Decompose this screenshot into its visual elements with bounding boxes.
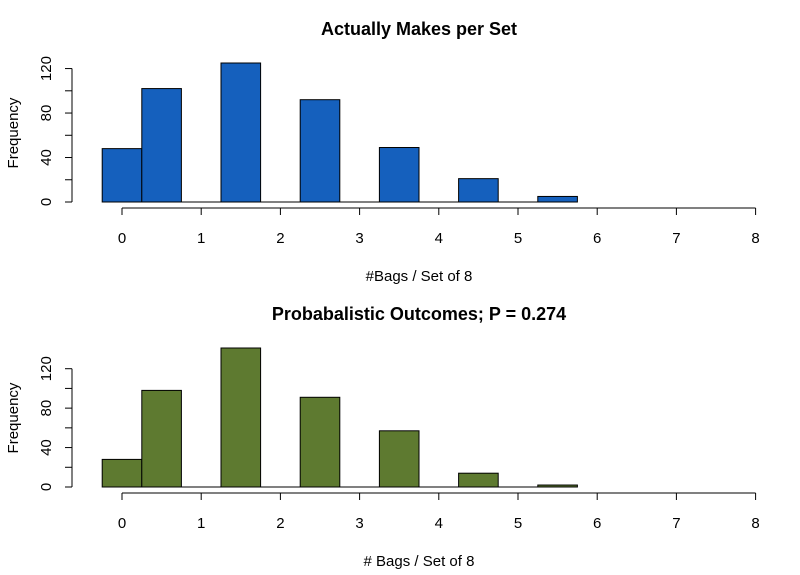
bar: [378, 430, 420, 488]
y-tick-label: 120: [38, 356, 55, 381]
x-tick-label: 8: [751, 515, 759, 532]
bar: [220, 62, 262, 203]
x-tick-label: 4: [435, 515, 443, 532]
chart-title: Probabalistic Outcomes; P = 0.274: [272, 304, 566, 324]
bar: [141, 389, 182, 488]
bar: [537, 195, 578, 203]
x-tick-label: 8: [751, 230, 759, 247]
bar: [141, 88, 182, 203]
x-axis-label: # Bags / Set of 8: [364, 553, 475, 570]
bar: [458, 472, 499, 488]
x-tick-label: 6: [593, 515, 601, 532]
bar: [220, 347, 262, 488]
y-axis-label: Frequency: [5, 97, 22, 168]
bar: [299, 99, 341, 203]
y-tick-label: 80: [38, 105, 55, 122]
bar: [299, 396, 341, 488]
y-axis-label: Frequency: [5, 382, 22, 453]
x-tick-label: 3: [355, 230, 363, 247]
y-tick-label: 40: [38, 149, 55, 166]
x-tick-label: 1: [197, 230, 205, 247]
chart-title: Actually Makes per Set: [321, 19, 517, 39]
bar: [378, 147, 420, 203]
x-tick-label: 4: [435, 230, 443, 247]
y-tick-label: 0: [38, 198, 55, 206]
x-tick-label: 0: [118, 515, 126, 532]
y-tick-label: 0: [38, 483, 55, 491]
bar: [101, 458, 143, 488]
x-axis-label: #Bags / Set of 8: [366, 268, 473, 285]
x-tick-label: 6: [593, 230, 601, 247]
y-tick-label: 40: [38, 439, 55, 456]
y-tick-label: 80: [38, 400, 55, 417]
bar: [101, 148, 143, 203]
x-tick-label: 7: [672, 230, 680, 247]
x-tick-label: 7: [672, 515, 680, 532]
x-tick-label: 1: [197, 515, 205, 532]
x-tick-label: 2: [276, 515, 284, 532]
x-tick-label: 5: [514, 515, 522, 532]
panel-probabilistic-outcomes: Probabalistic Outcomes; P = 0.274 # Bags…: [5, 304, 760, 570]
x-tick-label: 3: [355, 515, 363, 532]
bar: [458, 178, 499, 203]
x-tick-label: 2: [276, 230, 284, 247]
x-tick-label: 0: [118, 230, 126, 247]
x-tick-label: 5: [514, 230, 522, 247]
panel-actual-makes: Actually Makes per Set #Bags / Set of 8 …: [5, 19, 760, 285]
y-tick-label: 120: [38, 56, 55, 81]
